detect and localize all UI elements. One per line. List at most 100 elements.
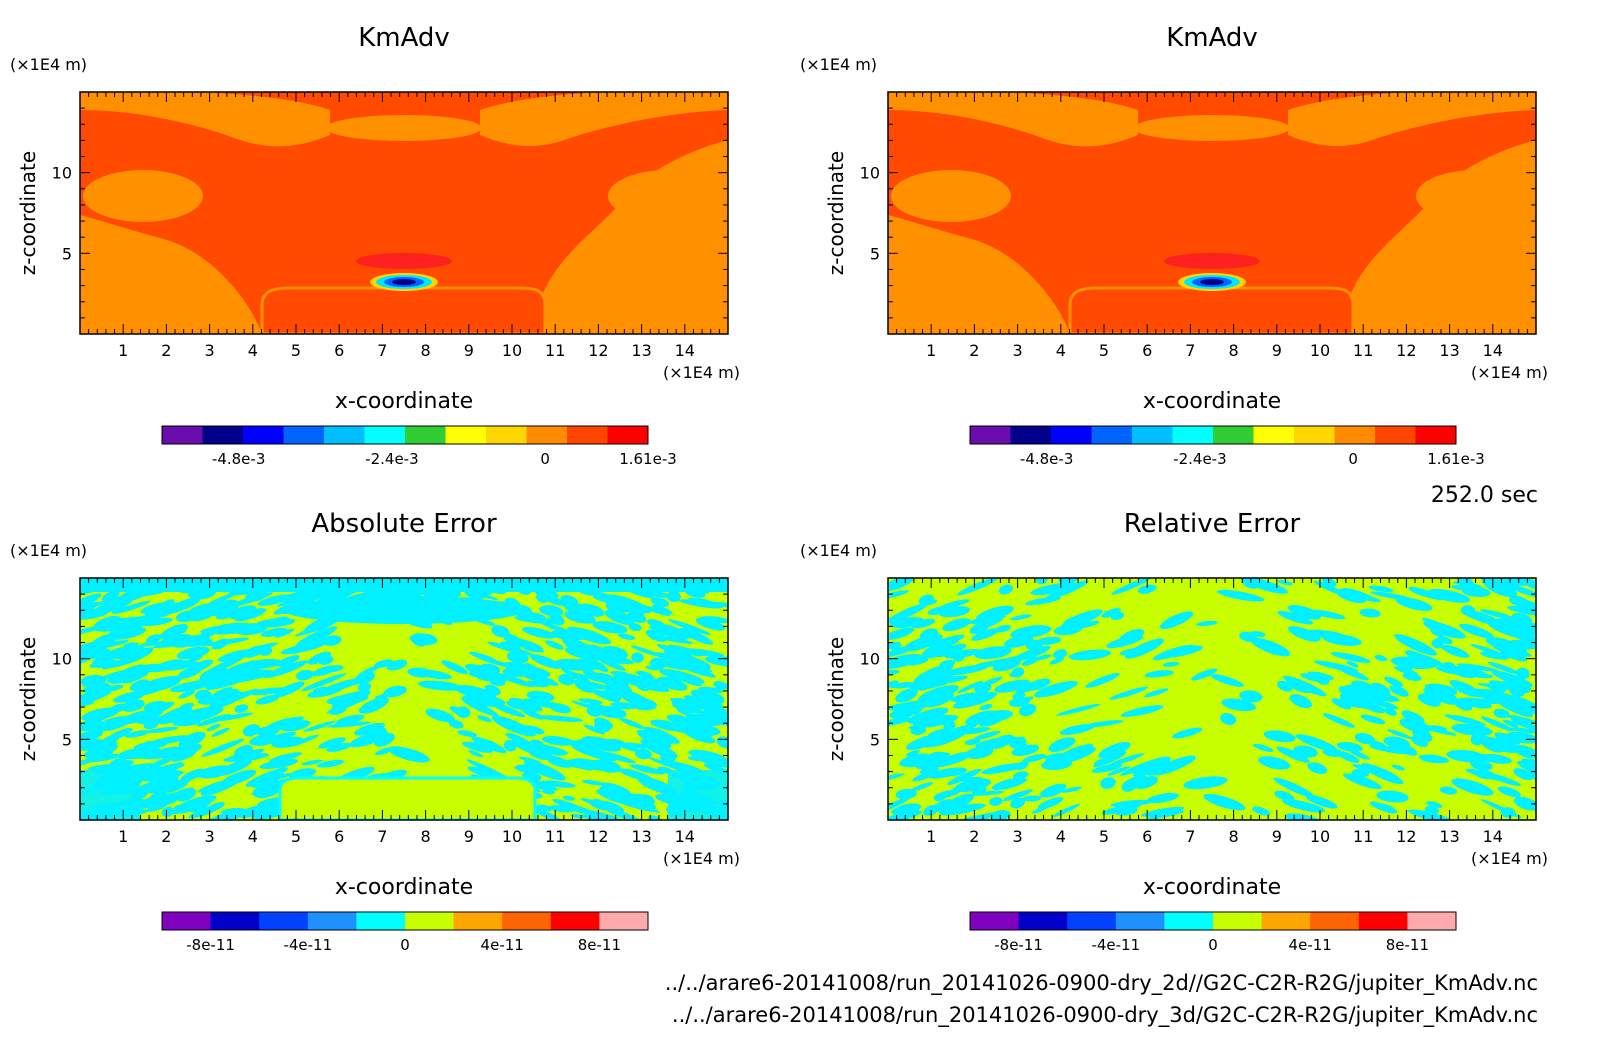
error-speckle [1422,725,1457,736]
error-speckle [334,714,365,726]
error-speckle [1144,670,1174,678]
error-speckle [260,627,289,637]
error-speckle [589,748,602,753]
error-speckle [1509,684,1526,697]
error-speckle [601,645,628,659]
error-speckle [930,647,958,658]
error-speckle [973,730,1001,740]
y-axis-label: z-coordinate [824,637,848,761]
error-speckle [84,743,119,759]
error-speckle [272,731,296,740]
error-speckle [630,793,656,804]
error-speckle [457,730,478,737]
y-tick-label: 5 [62,244,72,263]
error-speckle [918,594,935,606]
panel-kmadv-2d: KmAdv (×1E4 m) 1 2 3 4 5 6 7 8 9 10 11 12 13 14 510 (… [10,23,740,468]
error-speckle [636,680,652,692]
error-speckle [84,753,124,763]
error-speckle [478,663,501,675]
error-speckle [631,652,644,663]
colorbar-swatch [162,912,212,930]
colorbar-swatch [283,426,325,444]
colorbar-swatch [1358,912,1408,930]
x-tick-label: 10 [502,341,522,360]
error-speckle [909,674,955,690]
error-speckle [1293,745,1318,758]
x-tick-label: 1 [926,341,936,360]
colorbar-frame [161,911,649,931]
error-speckle [1035,578,1048,585]
x-tick-label: 12 [588,341,608,360]
error-speckle [263,660,309,679]
error-speckle [1405,650,1424,660]
error-speckle [491,715,536,737]
error-speckle [1461,605,1476,617]
error-speckle [926,637,959,648]
error-speckle [258,804,272,811]
error-speckle [1309,609,1346,620]
error-speckle [203,655,246,675]
colorbar-swatch [162,426,203,444]
error-speckle [221,668,255,678]
error-speckle [965,746,994,759]
colorbar-swatch [550,912,600,930]
x-tick-label: 13 [631,341,651,360]
error-speckle [541,736,575,746]
error-speckle [629,698,657,711]
x-tick-label: 8 [421,827,431,846]
error-speckle [111,616,149,623]
error-speckle [1034,680,1078,698]
error-speckle [528,741,564,756]
error-speckle [530,807,563,820]
error-speckle [700,616,728,624]
error-speckle [971,790,1004,796]
error-speckle [199,639,213,647]
error-speckle [1383,736,1411,749]
error-speckle [269,752,302,763]
x-tick-label: 4 [248,341,258,360]
error-speckle [1444,714,1484,726]
x-tick-label: 14 [675,341,695,360]
error-speckle [1120,705,1164,717]
error-speckle [1036,636,1062,645]
panel-absolute-error: Absolute Error (×1E4 m) 1 2 3 4 5 6 7 8 9 10 11 12 1… [10,509,740,954]
error-speckle [910,618,936,629]
x-tick-label: 2 [161,827,171,846]
error-speckle [1250,631,1266,637]
error-speckle [80,721,114,732]
heatmap-field [80,92,728,334]
error-speckle [1500,615,1536,632]
error-speckle [1056,743,1094,761]
error-speckle [1191,668,1218,681]
error-speckle [1018,703,1037,717]
colorbar-frame [969,911,1457,931]
error-speckle [1085,673,1120,688]
y-unit-label: (×1E4 m) [10,55,87,74]
error-speckle [588,799,608,811]
error-speckle [1376,790,1409,803]
colorbar-swatch [970,426,1011,444]
error-speckle [889,707,918,719]
x-tick-label: 5 [291,341,301,360]
error-speckle [939,659,956,668]
error-speckle [161,599,175,607]
error-speckle [1010,625,1052,639]
error-speckle [1307,671,1335,680]
error-speckle [229,605,257,620]
error-speckle [888,796,911,814]
error-speckle [80,593,102,613]
colorbar-swatch [1172,426,1214,444]
error-speckle [1221,698,1256,712]
error-speckle [1497,786,1522,798]
error-speckle [1109,686,1149,700]
error-speckle [888,810,922,820]
x-tick-label: 14 [675,827,695,846]
error-speckle [537,715,584,722]
error-speckle [1513,796,1536,811]
error-speckle [695,617,726,631]
y-axis-label: z-coordinate [16,637,40,761]
error-speckle [1049,657,1064,665]
error-speckle [1446,749,1487,763]
x-tick-label: 11 [1353,341,1373,360]
error-speckle [529,654,562,669]
